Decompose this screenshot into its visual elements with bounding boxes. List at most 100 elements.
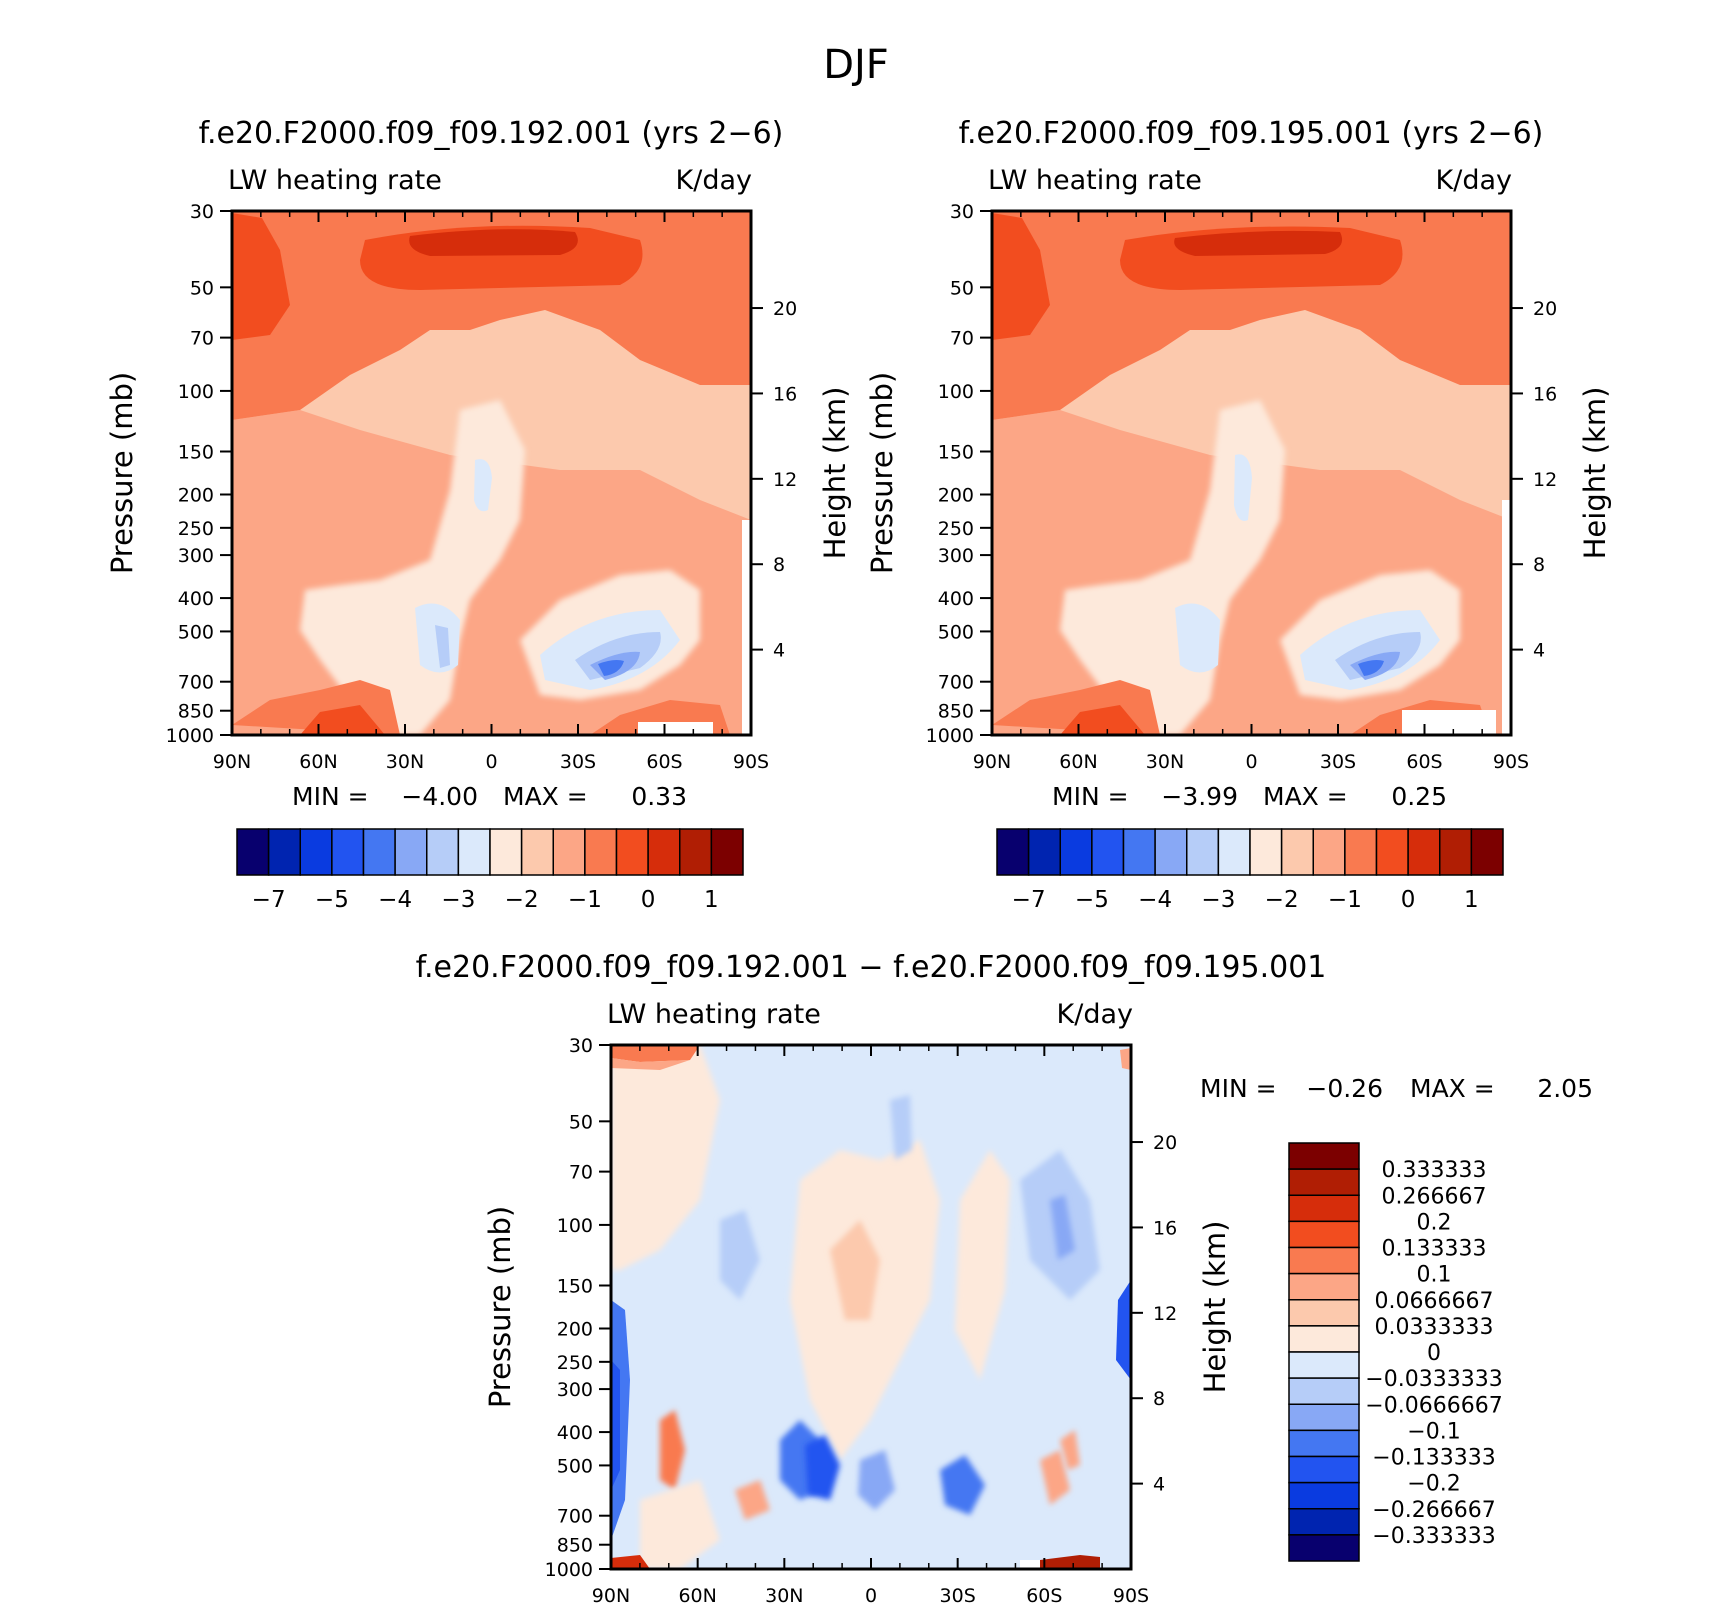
colorbar-box — [996, 828, 1030, 876]
colorbar-box — [1288, 1142, 1360, 1170]
diff-low-blue-4 — [858, 1450, 895, 1510]
colorbar-label: −3 — [1201, 887, 1235, 913]
colorbar-box — [520, 828, 554, 876]
y-tick-label: 70 — [950, 328, 974, 350]
diff-sh-warm — [955, 1150, 1010, 1380]
panel-2-y2label: Height (km) — [1578, 387, 1612, 560]
colorbar-box — [1280, 828, 1314, 876]
colorbar-label: 0.333333 — [1382, 1158, 1487, 1183]
y-tick-label: 200 — [938, 484, 974, 506]
panel-1-y2label: Height (km) — [818, 387, 852, 560]
colorbar-label: −1 — [1328, 887, 1362, 913]
colorbar-box — [1288, 1403, 1360, 1432]
colorbar-box — [1288, 1220, 1360, 1249]
field-upper-darkcore — [1174, 230, 1343, 256]
panel-2-colorbar: −7 −5 −4 −3 −2 −1 0 1 — [996, 828, 1504, 913]
x-tick-label: 30N — [1146, 751, 1184, 773]
panel-2-ylabel: Pressure (mb) — [865, 372, 899, 574]
y-tick-label: 100 — [938, 381, 974, 403]
height-tick-label: 20 — [1153, 1132, 1177, 1154]
y-tick-label: 500 — [938, 621, 974, 643]
y-tick-label: 400 — [557, 1422, 593, 1444]
colorbar-label: 0 — [641, 887, 656, 913]
colorbar-label: 0 — [1401, 887, 1416, 913]
colorbar-box — [1288, 1194, 1360, 1223]
x-tick-label: 60S — [1406, 751, 1442, 773]
colorbar-box — [1344, 828, 1378, 876]
field-blue-sh-4 — [1358, 660, 1384, 676]
x-tick-label: 30S — [560, 751, 596, 773]
height-tick-label: 12 — [1533, 469, 1557, 491]
colorbar-box — [1288, 1455, 1360, 1484]
diff-blue-2b — [1050, 1195, 1075, 1260]
colorbar-box — [394, 828, 428, 876]
field-blue-sh-4 — [598, 660, 624, 676]
colorbar-box — [1288, 1351, 1360, 1379]
colorbar-label: −7 — [252, 887, 286, 913]
colorbar-label: −0.333333 — [1372, 1524, 1495, 1549]
colorbar-label: 0.266667 — [1382, 1184, 1487, 1209]
x-tick-label: 90N — [973, 751, 1011, 773]
colorbar-label: 0.133333 — [1382, 1237, 1487, 1262]
x-tick-label: 0 — [485, 751, 497, 773]
colorbar-label: 0.1 — [1417, 1263, 1452, 1288]
colorbar-label: −0.2 — [1407, 1472, 1460, 1497]
y-tick-label: 300 — [178, 545, 214, 567]
panel-1-colorbar: −7 −5 −4 −3 −2 −1 0 1 — [236, 828, 744, 913]
colorbar-box — [267, 828, 301, 876]
colorbar-box — [679, 828, 713, 876]
diff-blue-3 — [890, 1095, 912, 1160]
x-tick-label: 60N — [678, 1585, 716, 1607]
colorbar-label: −2 — [1265, 887, 1299, 913]
panel-3-height-axis: 20 16 12 8 4 — [1131, 1132, 1177, 1496]
y-tick-label: 50 — [950, 277, 974, 299]
colorbar-label: 0.2 — [1417, 1210, 1452, 1235]
y-tick-label: 50 — [190, 277, 214, 299]
panel-1-ylabel: Pressure (mb) — [105, 372, 139, 574]
height-tick-label: 8 — [773, 554, 785, 576]
colorbar-box — [1288, 1325, 1360, 1353]
colorbar-box — [236, 828, 270, 876]
y-tick-label: 850 — [938, 701, 974, 723]
colorbar-box — [1288, 1246, 1360, 1275]
panel-2-min-value: −3.99 — [1161, 782, 1238, 811]
y-tick-label: 1000 — [166, 725, 214, 747]
x-tick-label: 90S — [1493, 751, 1529, 773]
colorbar-label: 1 — [704, 887, 719, 913]
diff-top-warm-2 — [611, 1058, 690, 1070]
colorbar-label: 0 — [1427, 1341, 1441, 1366]
colorbar-label: −7 — [1012, 887, 1046, 913]
x-tick-label: 90S — [733, 751, 769, 773]
diff-trop-warm-2 — [830, 1220, 880, 1320]
field-tropics-pale — [1060, 400, 1285, 735]
colorbar-box — [426, 828, 460, 876]
panel-1-x-axis: 90N 60N 30N 0 30S 60S 90S — [213, 211, 769, 773]
colorbar-box — [1288, 1299, 1360, 1327]
colorbar-box — [1249, 828, 1283, 876]
y-tick-label: 1000 — [545, 1559, 593, 1581]
panel-2-min-label: MIN = — [1052, 782, 1129, 811]
diff-low-warm-2 — [735, 1480, 770, 1520]
colorbar-box — [1288, 1508, 1360, 1536]
x-tick-label: 60S — [1026, 1585, 1062, 1607]
diff-nh-warm — [611, 1045, 720, 1270]
colorbar-box — [584, 828, 618, 876]
y-tick-label: 700 — [178, 672, 214, 694]
y-tick-label: 30 — [569, 1035, 593, 1057]
colorbar-label: −0.133333 — [1372, 1446, 1495, 1471]
panel-1-title: f.e20.F2000.f09_f09.192.001 (yrs 2−6) — [199, 116, 784, 151]
panel-3-field — [611, 1045, 1131, 1569]
field-missing-sh — [638, 722, 713, 735]
y-tick-label: 30 — [950, 201, 974, 223]
diff-top-east — [1120, 1048, 1131, 1070]
panel-2-max-label: MAX = — [1263, 782, 1348, 811]
colorbar-label: −4 — [378, 887, 412, 913]
colorbar-label: −5 — [315, 887, 349, 913]
panel-1-field — [232, 211, 751, 735]
panel-1-height-axis: 20 16 12 8 4 — [751, 298, 797, 662]
colorbar-box — [1091, 828, 1125, 876]
y-tick-label: 70 — [569, 1162, 593, 1184]
height-tick-label: 4 — [773, 640, 785, 662]
